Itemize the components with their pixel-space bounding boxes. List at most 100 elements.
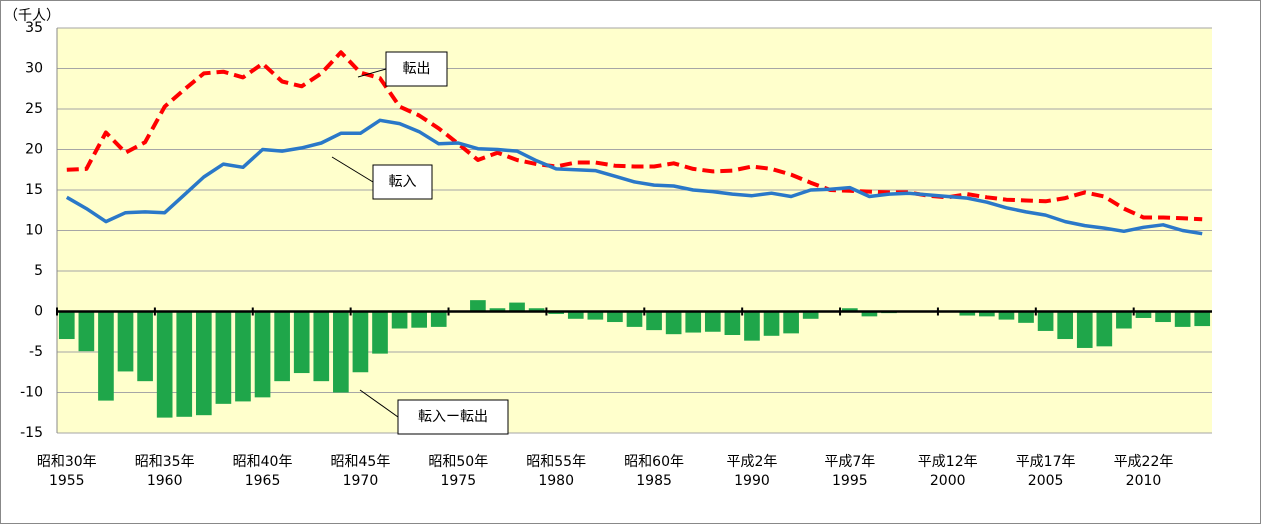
x-tick-label: 昭和35年 [135, 454, 195, 470]
x-tick-label: 1965 [245, 473, 281, 489]
x-tick-label: 平成2年 [726, 454, 777, 470]
bar [470, 300, 486, 312]
bar [333, 311, 349, 393]
bar [372, 311, 388, 354]
bar [195, 311, 212, 416]
y-tick-label: 10 [25, 223, 43, 239]
bar [802, 311, 819, 319]
y-tick-label: 35 [25, 20, 43, 36]
x-tick-label: 平成22年 [1114, 454, 1174, 470]
y-tick-label: 30 [25, 61, 43, 77]
bar [58, 311, 75, 340]
y-tick-label: 0 [34, 304, 43, 320]
bar [998, 311, 1015, 320]
x-tick-label: 昭和45年 [331, 454, 391, 470]
callout-leader [331, 156, 374, 183]
x-tick-label: 昭和60年 [624, 454, 684, 470]
line [66, 50, 1203, 222]
bar [704, 311, 721, 332]
x-tick-label: 平成17年 [1016, 454, 1076, 470]
bar [274, 311, 290, 382]
bar [528, 308, 545, 312]
bar [783, 311, 799, 334]
x-tick-label: 2010 [1126, 473, 1162, 489]
bar [293, 311, 310, 374]
y-tick-label: 25 [25, 101, 43, 117]
bar [1116, 311, 1132, 329]
bar [176, 311, 193, 417]
x-tick-label: 1985 [636, 473, 672, 489]
legend-label: 転入 [389, 174, 417, 190]
legend-label: 転出 [403, 61, 431, 77]
x-tick-label: 1995 [832, 473, 868, 489]
bar [489, 308, 506, 312]
line [65, 118, 1203, 236]
bar [1057, 311, 1074, 340]
bar [98, 311, 114, 401]
bar [1037, 311, 1054, 331]
y-tick-label: -5 [29, 344, 43, 360]
bar [665, 311, 682, 335]
bar [763, 311, 780, 336]
bar [156, 311, 173, 418]
bar [1096, 311, 1113, 347]
bar [352, 311, 369, 373]
bar [567, 311, 584, 319]
bar [1155, 311, 1171, 323]
callout-box [372, 164, 433, 200]
bar [117, 311, 134, 372]
bar [1174, 311, 1191, 327]
bar [842, 308, 858, 312]
bar [215, 311, 232, 404]
bar [979, 311, 995, 317]
x-tick-label: 昭和30年 [37, 454, 97, 470]
bar [607, 311, 623, 323]
x-tick-label: 1960 [147, 473, 183, 489]
x-tick-label: 平成12年 [918, 454, 978, 470]
bar [626, 311, 643, 327]
legend-label: 転入ー転出 [418, 409, 488, 425]
x-tick-label: 昭和55年 [526, 454, 586, 470]
callout-box [385, 51, 448, 87]
y-tick-label: 5 [34, 263, 43, 279]
x-tick-label: 1955 [49, 473, 85, 489]
bar [411, 311, 427, 328]
bar [137, 311, 153, 382]
x-tick-label: 1970 [343, 473, 379, 489]
x-tick-label: 昭和40年 [233, 454, 293, 470]
y-tick-label: 20 [25, 142, 43, 158]
bar [254, 311, 271, 398]
x-tick-label: 1980 [538, 473, 574, 489]
bar [78, 311, 95, 352]
x-tick-label: 2005 [1028, 473, 1064, 489]
bar [646, 311, 662, 331]
bar [1194, 311, 1211, 327]
bar [724, 311, 741, 335]
unit-label: （千人） [4, 8, 60, 24]
y-tick-label: 15 [25, 182, 43, 198]
bar [430, 311, 447, 327]
x-tick-label: 2000 [930, 473, 966, 489]
y-tick-label: -10 [20, 385, 43, 401]
callout-box [397, 399, 509, 435]
callout-leader [357, 68, 387, 78]
x-tick-label: 昭和50年 [428, 454, 488, 470]
bar [861, 311, 878, 317]
bar [1135, 311, 1152, 318]
bar [685, 311, 702, 333]
x-tick-label: 1975 [440, 473, 476, 489]
bar [391, 311, 408, 329]
bar [744, 311, 760, 341]
bar [313, 311, 330, 382]
x-tick-label: 1990 [734, 473, 770, 489]
bar [587, 311, 604, 320]
bar [1018, 311, 1034, 323]
bar [509, 302, 525, 312]
bar [1076, 311, 1093, 348]
bar [235, 311, 251, 402]
bar [959, 311, 976, 316]
callout-leader [359, 389, 399, 418]
x-tick-label: 平成7年 [824, 454, 875, 470]
y-tick-label: -15 [20, 425, 43, 441]
